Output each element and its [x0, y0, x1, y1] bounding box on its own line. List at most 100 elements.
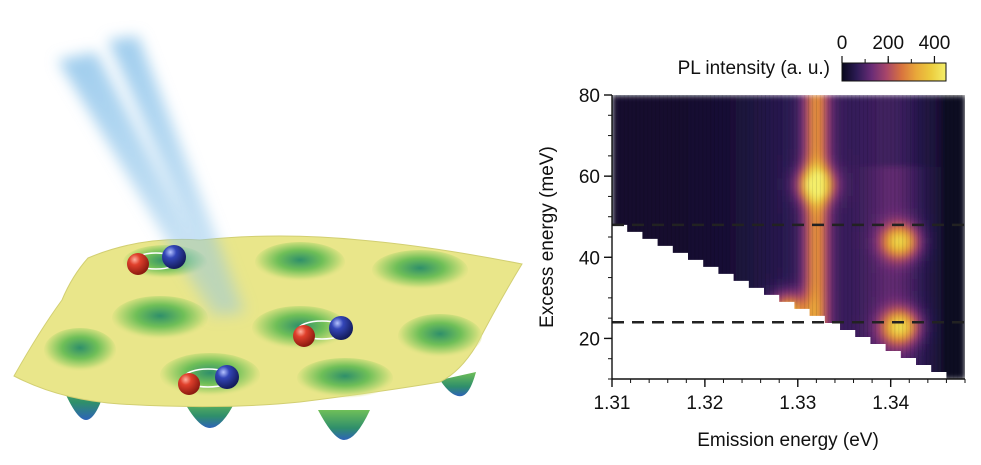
heatmap-cell — [864, 272, 872, 280]
electron — [293, 325, 315, 347]
heatmap-cell — [706, 154, 713, 161]
heatmap-cell — [912, 189, 919, 197]
heatmap-cell — [953, 207, 960, 214]
heatmap-cell — [694, 136, 701, 143]
heatmap-cell — [947, 361, 954, 368]
heatmap-cell — [959, 95, 965, 102]
heatmap-cell — [670, 201, 678, 209]
heatmap-cell — [929, 278, 937, 285]
heatmap-cell — [935, 254, 943, 262]
heatmap-cell — [753, 254, 760, 262]
heatmap-cell — [664, 195, 672, 203]
heatmap-cell — [947, 219, 954, 226]
heatmap-cell — [676, 148, 684, 155]
heatmap-cell — [812, 225, 819, 232]
heatmap-cell — [841, 237, 848, 244]
heatmap-cell — [829, 284, 837, 291]
heatmap-cell — [882, 331, 890, 339]
heatmap-cell — [706, 118, 713, 126]
heatmap-cell — [829, 136, 837, 143]
heatmap-cell — [900, 337, 907, 345]
heatmap-cell — [629, 195, 637, 203]
heatmap-cell — [900, 207, 907, 214]
heatmap-cell — [706, 160, 713, 167]
heatmap-cell — [782, 242, 790, 250]
heatmap-cell — [835, 189, 843, 197]
heatmap-cell — [835, 237, 843, 244]
heatmap-cell — [806, 100, 813, 108]
heatmap-cell — [894, 136, 901, 143]
heatmap-cell — [641, 160, 648, 167]
heatmap-cell — [764, 225, 772, 232]
heatmap-cell — [747, 136, 754, 143]
heatmap-cell — [959, 154, 965, 161]
heatmap-cell — [776, 254, 784, 262]
heatmap-cell — [876, 331, 884, 339]
heatmap-cell — [770, 154, 778, 161]
colorbar: 0 200 400 PL intensity (a. u.) — [678, 33, 950, 82]
heatmap-cell — [900, 95, 907, 102]
heatmap-cell — [823, 177, 831, 185]
detector-streak — [717, 95, 719, 379]
heatmap-cell — [929, 106, 937, 114]
heatmap-cell — [688, 242, 695, 250]
heatmap-cell — [900, 278, 907, 285]
heatmap-cell — [906, 160, 913, 167]
heatmap-cell — [647, 183, 654, 191]
heatmap-cell — [712, 171, 719, 179]
heatmap-cell — [735, 254, 743, 262]
heatmap-cell — [782, 201, 790, 209]
heatmap-cell — [700, 136, 707, 143]
heatmap-cell — [676, 189, 684, 197]
heatmap-cell — [688, 160, 695, 167]
heatmap-cell — [870, 225, 878, 232]
heatmap-cell — [712, 254, 719, 262]
heatmap-cell — [906, 177, 913, 185]
heatmap-cell — [617, 171, 625, 179]
heatmap-cell — [929, 166, 937, 173]
heatmap-cell — [641, 219, 648, 226]
heatmap-cell — [782, 118, 790, 126]
heatmap-cell — [694, 118, 701, 126]
heatmap-cell — [759, 171, 766, 179]
heatmap-cell — [923, 136, 931, 143]
heatmap-cell — [882, 201, 890, 209]
heatmap-cell — [882, 95, 890, 102]
heatmap-cell — [900, 349, 907, 356]
heatmap-cell — [712, 189, 719, 197]
heatmap-cell — [753, 242, 760, 250]
heatmap-cell — [647, 136, 654, 143]
heatmap-cell — [806, 219, 813, 226]
heatmap-cell — [782, 225, 790, 232]
heatmap-cell — [835, 100, 843, 108]
heatmap-cell — [882, 166, 890, 173]
heatmap-cell — [953, 106, 960, 114]
heatmap-cell — [641, 171, 648, 179]
heatmap-cell — [723, 154, 731, 161]
heatmap-cell — [717, 142, 725, 149]
heatmap-cell — [641, 154, 648, 161]
detector-streak — [741, 95, 743, 379]
heatmap-cell — [723, 266, 731, 274]
detector-streak — [823, 95, 825, 379]
heatmap-cell — [770, 118, 778, 126]
heatmap-cell — [717, 171, 725, 179]
detector-streak — [772, 95, 774, 379]
y-tick-label: 20 — [579, 329, 600, 350]
heatmap-cell — [841, 242, 848, 250]
heatmap-cell — [876, 130, 884, 138]
heatmap-cell — [923, 195, 931, 203]
heatmap-cell — [764, 171, 772, 179]
heatmap-cell — [864, 130, 872, 138]
heatmap-cell — [929, 367, 937, 374]
heatmap-cell — [941, 171, 948, 179]
heatmap-cell — [770, 284, 778, 291]
heatmap-cell — [806, 106, 813, 114]
heatmap-cell — [812, 302, 819, 309]
heatmap-cell — [800, 177, 807, 185]
heatmap-cell — [635, 142, 643, 149]
heatmap-cell — [882, 308, 890, 315]
heatmap-cell — [717, 201, 725, 209]
heatmap-cell — [953, 331, 960, 339]
heatmap-cell — [917, 325, 925, 333]
